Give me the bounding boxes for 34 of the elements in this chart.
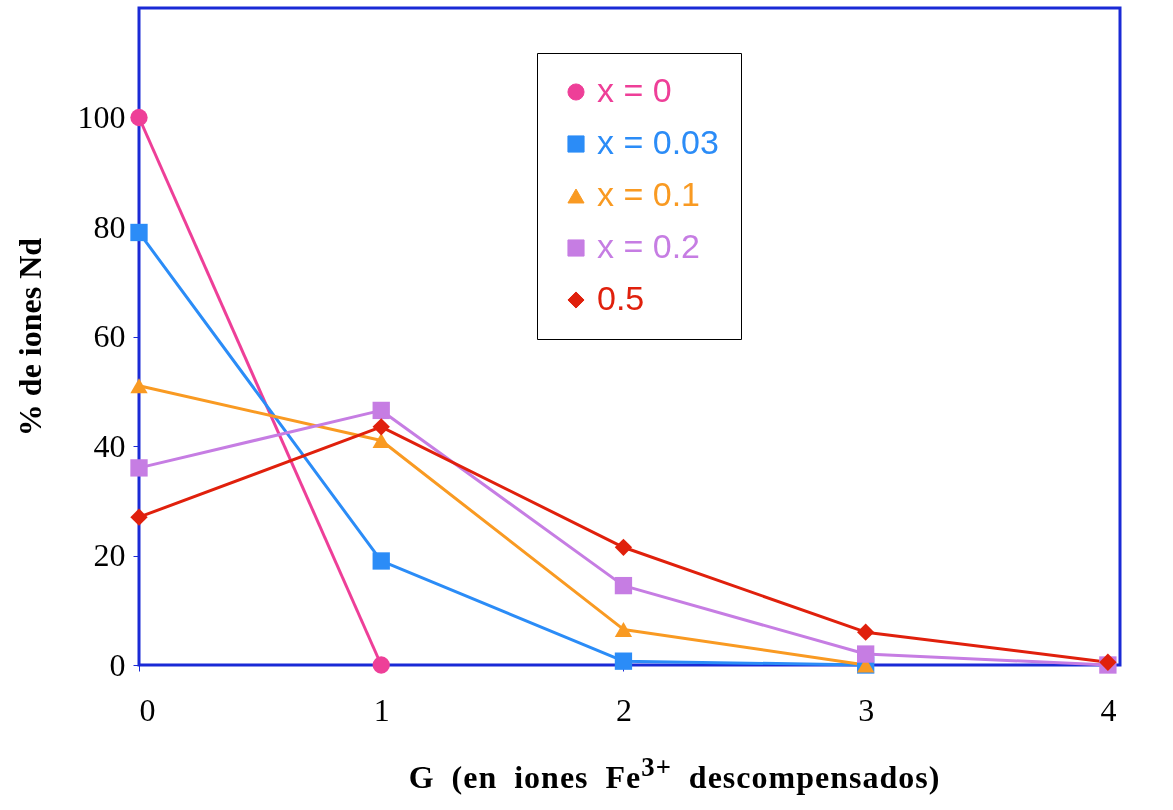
- legend-label: x = 0: [597, 71, 672, 109]
- point: [857, 645, 875, 663]
- y-tick-label: 40: [93, 427, 126, 464]
- point: [130, 378, 148, 394]
- x-tick-label: 3: [858, 691, 875, 728]
- legend-label: x = 0.03: [597, 123, 719, 161]
- point: [372, 433, 390, 449]
- point: [614, 576, 633, 595]
- x-tick-label: 4: [1100, 691, 1117, 728]
- point: [614, 538, 633, 556]
- x-axis-title: G (en iones Fe$^{3+}$ descompensados): [407, 752, 942, 796]
- point: [372, 656, 390, 674]
- y-tick-label: 80: [93, 208, 126, 245]
- point: [614, 621, 633, 637]
- point: [130, 108, 148, 127]
- legend-label: 0.5: [597, 279, 645, 317]
- y-tick-label: 100: [77, 99, 126, 135]
- point: [857, 623, 875, 641]
- point: [372, 401, 390, 420]
- y-tick-label: 60: [93, 318, 126, 354]
- legend-label: x = 0.1: [597, 175, 701, 213]
- y-axis-title: % de iones Nd: [11, 237, 48, 437]
- y-tick-label: 0: [109, 646, 126, 683]
- legend-label: x = 0.2: [597, 227, 701, 265]
- point: [130, 508, 148, 526]
- y-tick-label: 20: [93, 537, 126, 573]
- point: [372, 552, 390, 570]
- point: [614, 652, 633, 670]
- x-tick-label: 0: [139, 691, 156, 728]
- x-tick-label: 1: [373, 691, 390, 728]
- x-tick-label: 2: [615, 691, 632, 728]
- point: [130, 223, 148, 242]
- point: [130, 459, 148, 477]
- point: [372, 418, 390, 436]
